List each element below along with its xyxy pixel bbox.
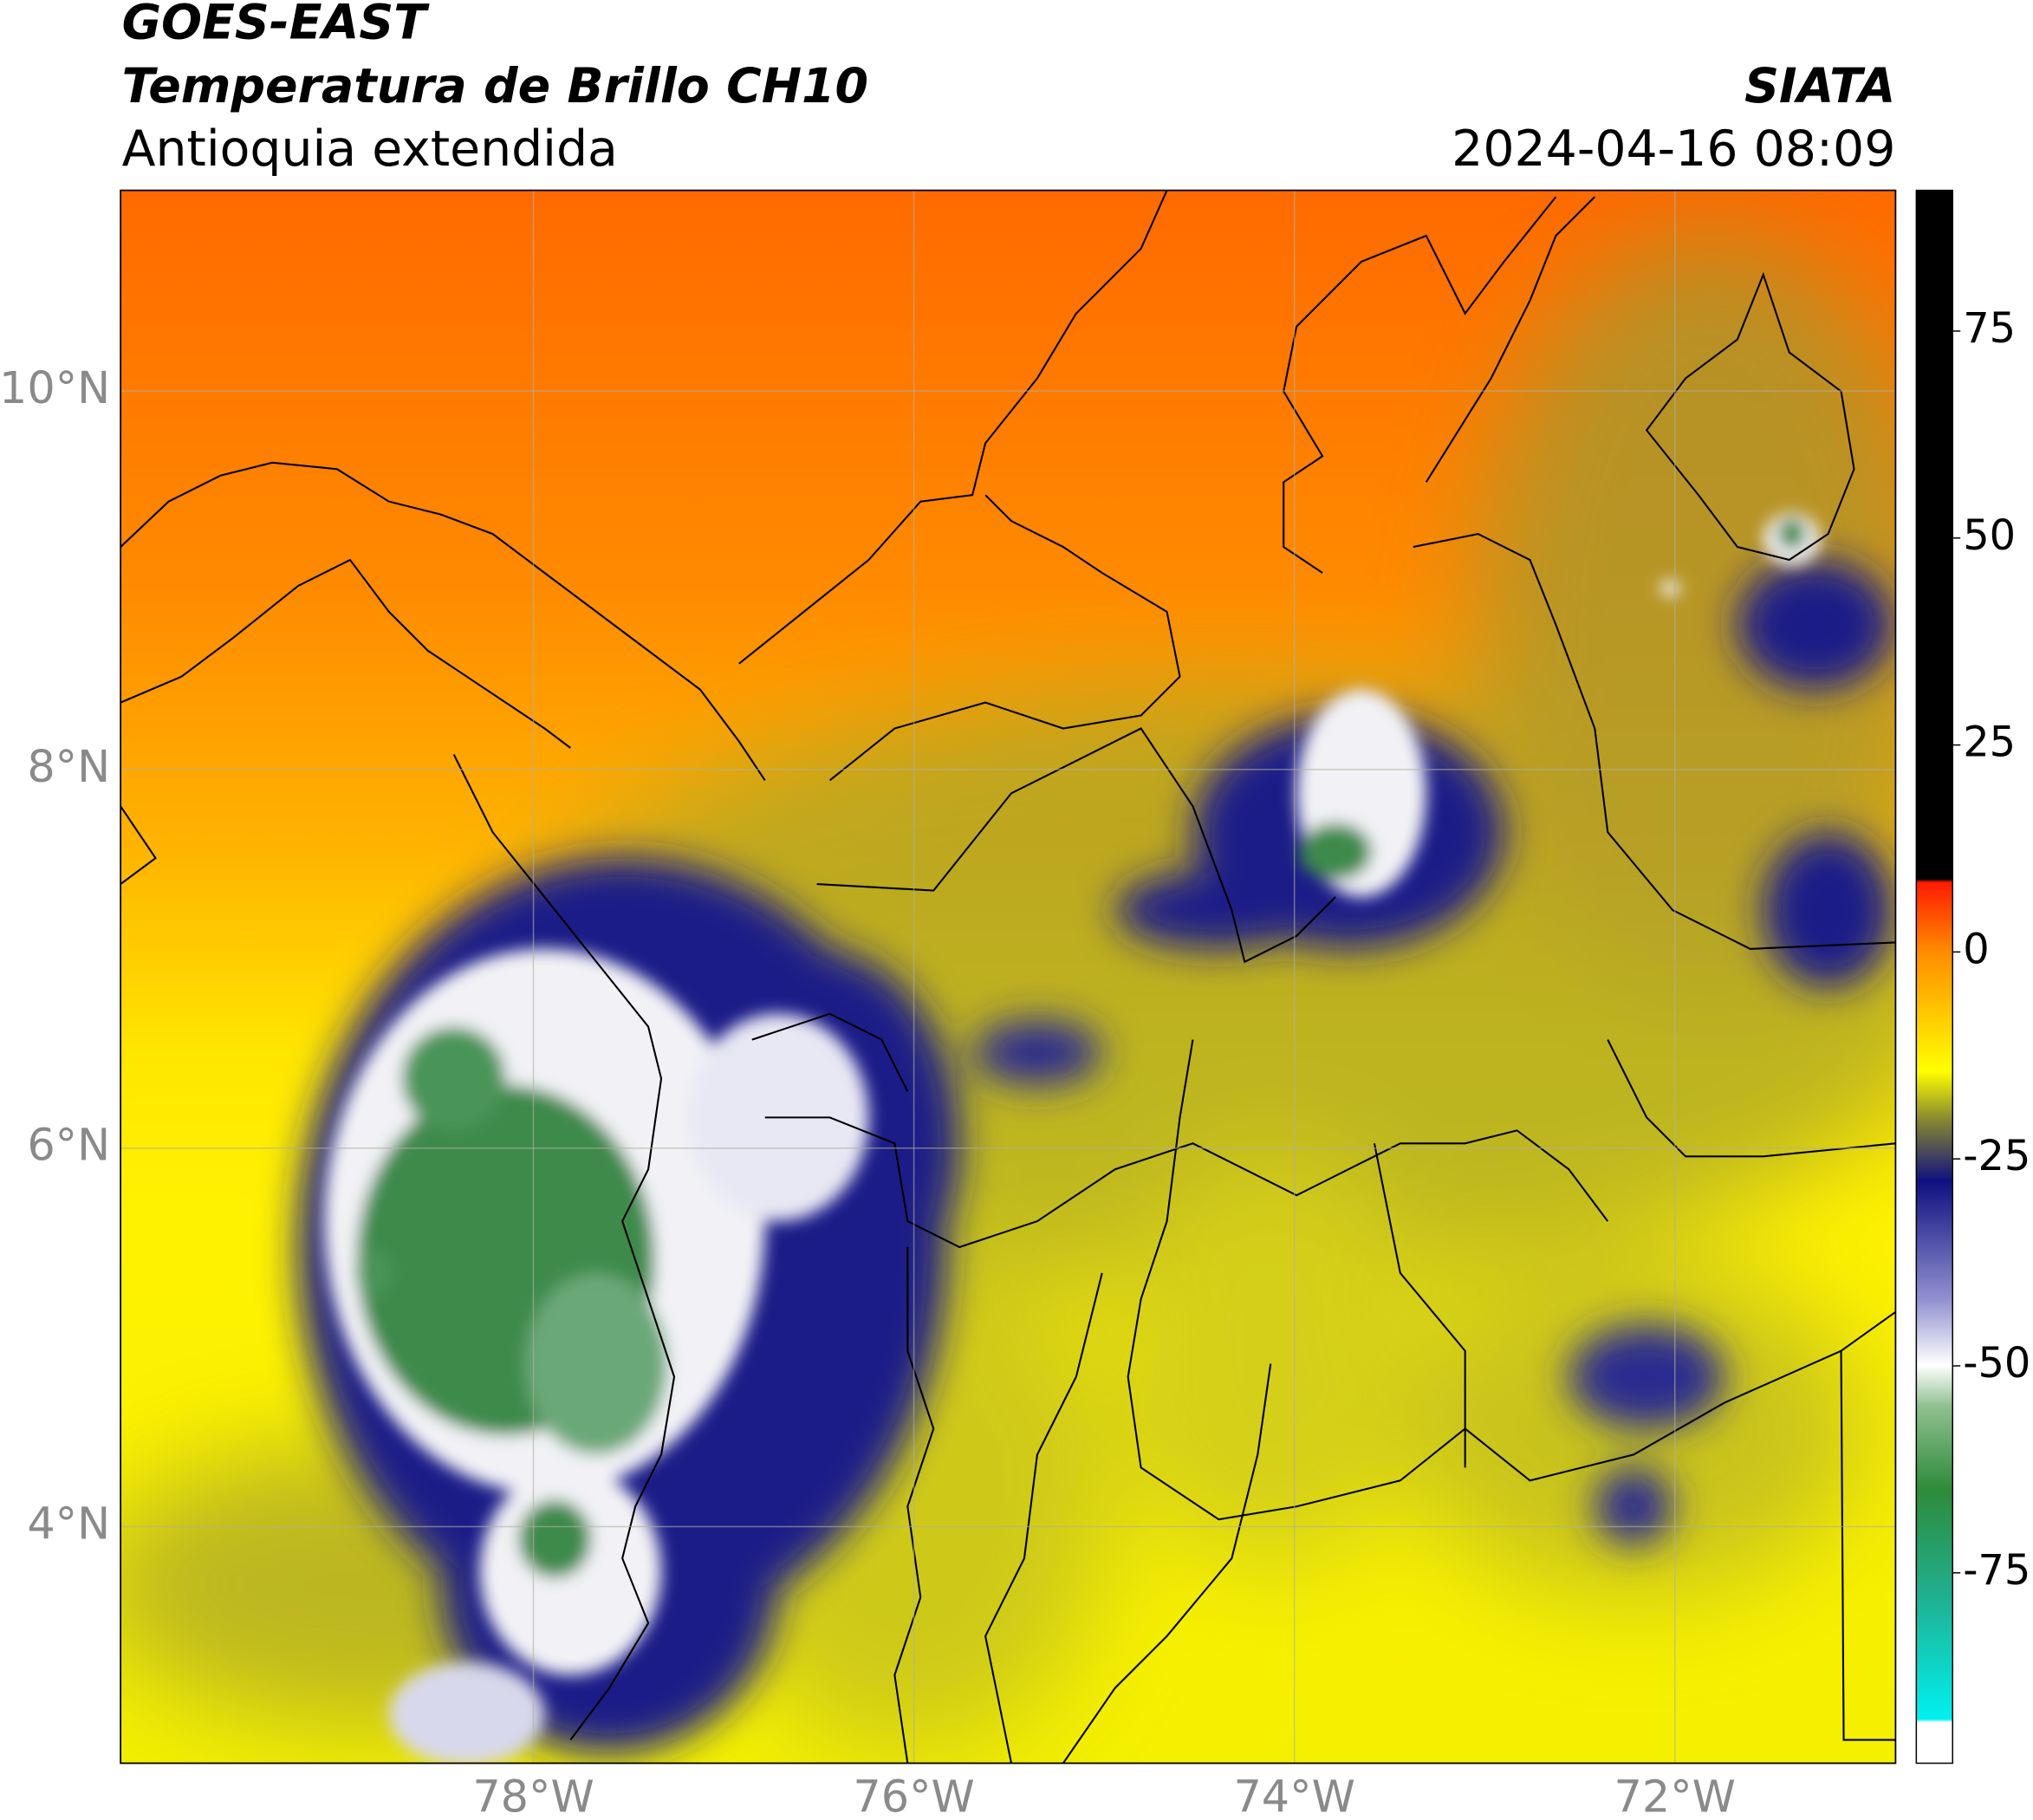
lat-tick-label: 8°N <box>27 741 110 792</box>
lon-tick-label: 76°W <box>853 1771 974 1820</box>
borders <box>120 190 1896 1764</box>
datetime: 2024-04-16 08:09 <box>1452 120 1895 178</box>
colorbar-tick-label: 75 <box>1963 305 2016 353</box>
colorbar <box>1915 189 1953 1765</box>
source: SIATA <box>1744 59 1895 114</box>
colorbar-tick-label: 25 <box>1963 719 2016 767</box>
lon-tick-label: 78°W <box>472 1771 594 1820</box>
lat-tick-label: 10°N <box>0 362 110 413</box>
lat-tick-label: 4°N <box>27 1498 110 1549</box>
subtitle: Temperatura de Brillo CH10 <box>122 59 868 114</box>
title: GOES-EAST <box>122 0 431 51</box>
graticule: 78°W 76°W 74°W 72°W 10°N 8°N 6°N 4°N <box>0 190 1896 1820</box>
colorbar-tick-label: -50 <box>1963 1340 2030 1388</box>
map-frame <box>120 189 1897 1765</box>
colorbar-ticks: 75 50 25 0 -25 -50 -75 <box>1952 305 2030 1595</box>
colorbar-tick-label: 50 <box>1963 512 2016 560</box>
satellite-image <box>120 190 1896 1764</box>
colorbar-tick-label: -75 <box>1963 1547 2030 1595</box>
colorbar-tick-label: -25 <box>1963 1133 2030 1180</box>
lon-tick-label: 72°W <box>1614 1771 1736 1820</box>
lat-tick-label: 6°N <box>27 1120 110 1171</box>
region: Antioquia extendida <box>122 120 618 178</box>
lon-tick-label: 74°W <box>1233 1771 1354 1820</box>
colorbar-tick-label: 0 <box>1963 926 1989 973</box>
